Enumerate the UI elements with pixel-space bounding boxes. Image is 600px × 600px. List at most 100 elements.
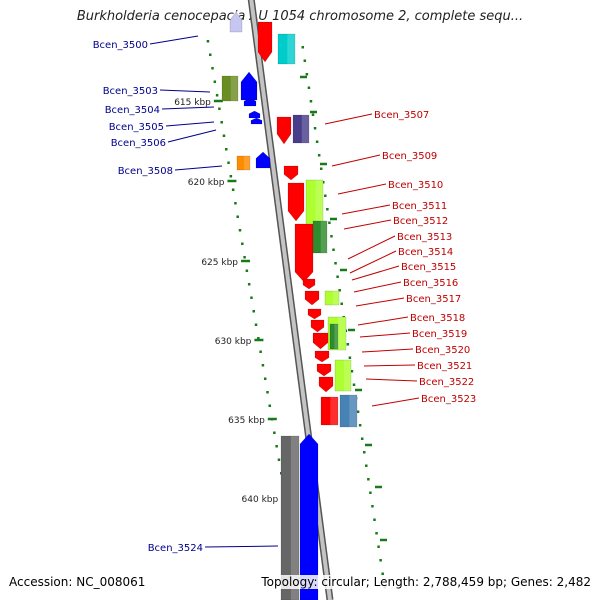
tick-dot	[311, 113, 315, 116]
gene-red	[316, 363, 332, 377]
gene-green	[329, 323, 339, 350]
gene-shade	[290, 436, 299, 600]
gene-red	[312, 332, 329, 350]
gene-lime	[324, 290, 340, 306]
tick-dot	[245, 269, 249, 272]
gene-label-left: Bcen_3505	[109, 122, 164, 133]
tick-dot	[234, 202, 237, 205]
gene-label-right: Bcen_3523	[421, 394, 476, 405]
accession-text: Accession: NC_008061	[9, 575, 146, 589]
tick-dot	[275, 445, 278, 448]
leader-line	[359, 332, 411, 338]
leader-line	[343, 219, 392, 230]
gene-shade	[230, 76, 238, 101]
tick-dot	[332, 248, 335, 251]
leader-line	[324, 113, 373, 125]
leader-line	[357, 316, 409, 326]
tick-dot	[220, 121, 223, 124]
tick-dot	[338, 289, 341, 292]
gene-label-right: Bcen_3507	[374, 110, 429, 121]
leader-line	[355, 297, 405, 307]
gene-blue-small	[250, 117, 263, 125]
tick-dot	[334, 262, 337, 265]
tick-dot	[317, 154, 321, 157]
gene-label-right: Bcen_3516	[403, 278, 458, 289]
gene-label-right: Bcen_3514	[398, 247, 453, 258]
leader-line	[149, 35, 199, 45]
gene-shade	[332, 291, 339, 305]
tick-dot	[381, 572, 384, 575]
gene-label-right: Bcen_3509	[382, 151, 437, 162]
gene-lavender	[229, 11, 243, 33]
tick-dot	[273, 431, 276, 434]
gene-labels: 615 kbp 620 kbp 625 kbp 630 kbp 635 kbp 640 k…	[93, 40, 477, 585]
tick-dot	[257, 337, 260, 340]
tick-dot	[268, 404, 272, 407]
topology-summary: Topology: circular; Length: 2,788,459 bp…	[259, 575, 591, 589]
gene-label-right: Bcen_3521	[417, 361, 472, 372]
gene-gray	[280, 435, 300, 600]
tick-dot	[365, 464, 368, 467]
tick-dot	[236, 215, 239, 218]
kbp-label: 635 kbp	[228, 416, 265, 426]
tick-dot	[336, 275, 339, 278]
tick-dot	[373, 518, 376, 521]
tick-dot	[261, 364, 265, 367]
gene-orange	[236, 155, 251, 171]
gene-red	[283, 165, 299, 181]
gene-steel	[339, 394, 358, 428]
tick-dot	[254, 323, 258, 326]
gene-label-right: Bcen_3522	[419, 377, 474, 388]
gene-label-left: Bcen_3504	[105, 105, 160, 116]
tick-dot	[358, 424, 362, 427]
gene-shade	[301, 115, 309, 143]
tick-dot	[371, 505, 374, 508]
gene-shade	[330, 397, 338, 425]
map-title: Burkholderia cenocepacia AU 1054 chromos…	[76, 9, 524, 24]
leader-line	[159, 89, 211, 93]
leader-line	[167, 129, 217, 143]
tick-dot	[218, 107, 221, 110]
gene-cyan	[277, 33, 296, 65]
gene-label-left: Bcen_3506	[111, 138, 166, 149]
tick-dot	[229, 175, 233, 178]
gene-label-left: Bcen_3500	[93, 40, 148, 51]
gene-red	[314, 350, 330, 363]
leader-line	[161, 106, 215, 110]
tick-dot	[222, 134, 226, 137]
gene-blue	[240, 71, 258, 101]
tick-dot	[369, 491, 372, 494]
tick-dot	[305, 73, 309, 76]
tick-dot	[367, 478, 370, 481]
tick-dot	[215, 94, 219, 97]
gene-label-right: Bcen_3515	[401, 262, 456, 273]
tick-dot	[348, 356, 352, 359]
gene-label-right: Bcen_3520	[415, 345, 470, 356]
leader-line	[174, 165, 223, 171]
gene-label-right: Bcen_3517	[406, 294, 461, 305]
tick-dot	[250, 296, 253, 299]
gene-red	[257, 21, 273, 63]
leader-line	[351, 265, 400, 281]
gene-shade	[343, 360, 351, 391]
tick-dot	[328, 221, 331, 224]
tick-dot	[362, 451, 366, 454]
tick-dot	[252, 310, 255, 313]
gene-purple	[292, 114, 310, 144]
tick-dot	[301, 46, 305, 49]
leader-line	[337, 183, 387, 195]
gene-label-right: Bcen_3512	[393, 216, 448, 227]
tick-dot	[238, 229, 242, 232]
gene-shade	[320, 221, 327, 253]
tick-dot	[243, 256, 246, 259]
leader-line	[165, 121, 215, 127]
tick-dot	[303, 59, 307, 62]
gene-blue-small	[243, 97, 257, 107]
tick-dot	[225, 148, 228, 151]
gene-red	[276, 116, 292, 145]
gene-label-right: Bcen_3519	[412, 329, 467, 340]
tick-dot	[231, 188, 235, 191]
tick-dot	[360, 437, 364, 440]
tick-dot	[277, 458, 281, 461]
